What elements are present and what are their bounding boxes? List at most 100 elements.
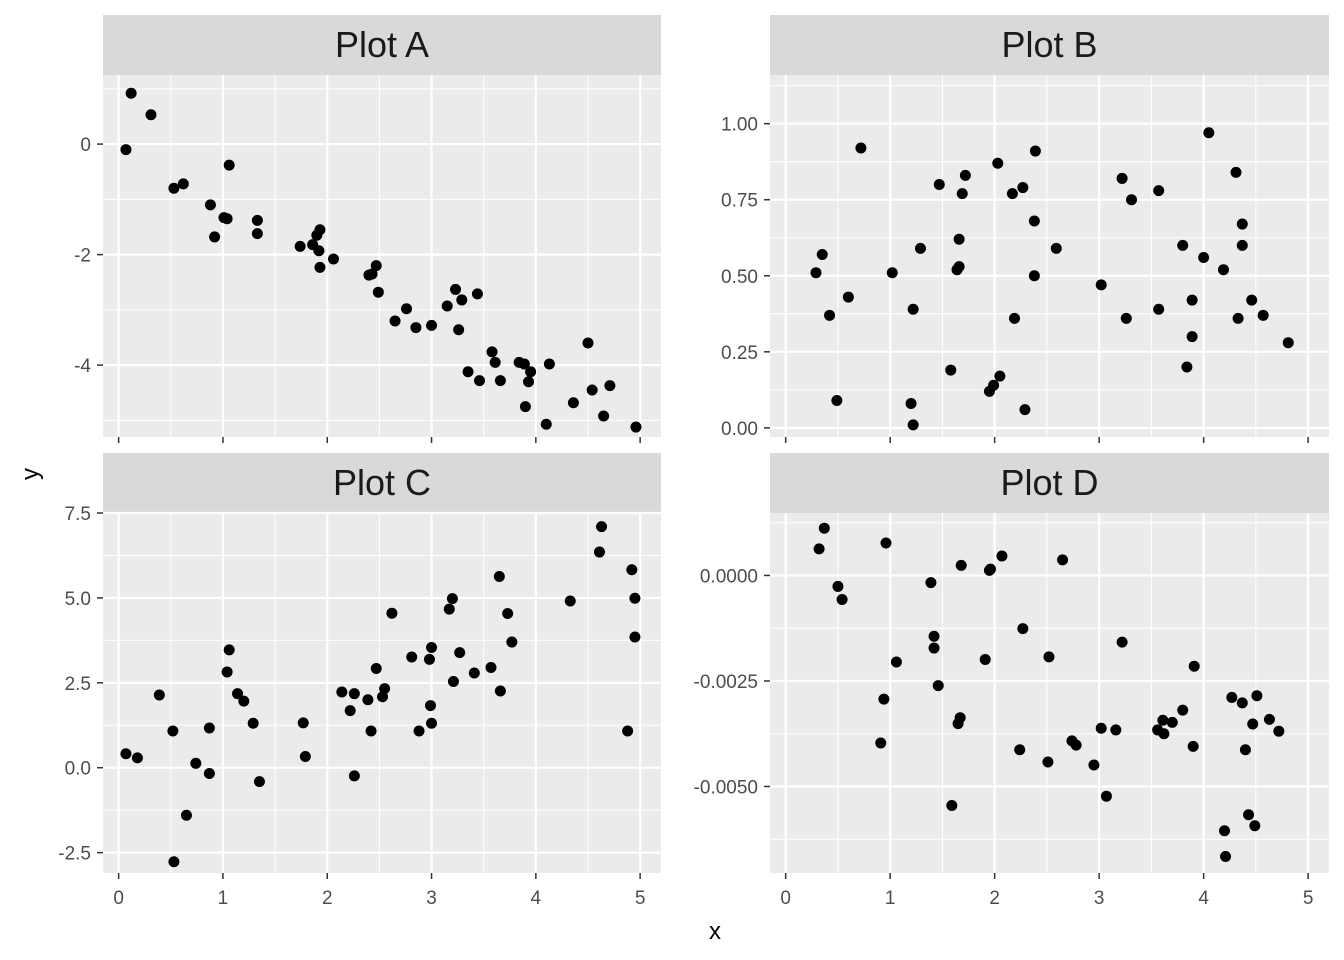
panel-b-data-point	[1257, 309, 1269, 321]
panel-b-data-point	[1153, 303, 1165, 315]
panel-d-data-point	[954, 712, 966, 724]
panel-d-data-point	[1236, 697, 1248, 709]
panel-d-data-point	[836, 594, 848, 606]
panel-c-data-point	[362, 694, 374, 706]
panel-a-data-point	[120, 144, 132, 156]
panel-c-y-tick-label: 7.5	[65, 504, 91, 525]
panel-d-data-point	[1043, 651, 1055, 663]
panel-c-strip	[103, 453, 661, 513]
panel-a-data-point	[223, 159, 235, 171]
panel-d-title: Plot D	[1000, 462, 1098, 503]
panel-a-data-point	[543, 358, 555, 370]
panel-d-data-point	[1014, 744, 1026, 756]
panel-b-data-point	[855, 142, 867, 154]
panel-d-data-point	[1251, 690, 1263, 702]
panel-c-data-point	[502, 608, 514, 620]
panel-d-data-point	[890, 656, 902, 668]
panel-a-y-tick-label: -4	[74, 356, 91, 377]
panel-b-background	[770, 75, 1329, 437]
panel-d-data-point	[832, 580, 844, 592]
panel-b-data-point	[816, 248, 828, 260]
panel-a-data-point	[426, 319, 438, 331]
panel-b-data-point	[1181, 361, 1193, 373]
panel-d-data-point	[925, 577, 937, 589]
panel-b-data-point	[824, 309, 836, 321]
panel-d-x-tick-label: 5	[1303, 888, 1314, 909]
panel-d-y-tick-label: -0.0025	[694, 672, 758, 693]
panel-d-data-point	[984, 563, 996, 575]
panel-a-data-point	[389, 315, 401, 327]
panel-d-data-point	[1157, 714, 1169, 726]
panel-c-data-point	[203, 722, 215, 734]
panel-a-data-point	[586, 384, 598, 396]
panel-d-data-point	[1110, 724, 1122, 736]
panel-b-data-point	[988, 379, 1000, 391]
panel-d-background	[770, 513, 1329, 873]
panel-c-data-point	[336, 686, 348, 698]
panel-b-y-tick-label: 0.50	[721, 267, 758, 288]
panel-a-data-point	[486, 346, 498, 358]
panel-b-data-point	[1126, 194, 1138, 206]
panel-d-data-point	[979, 653, 991, 665]
panel-d-data-point	[1249, 820, 1261, 832]
panel-d-x-tick-label: 2	[989, 888, 1000, 909]
panel-c-data-point	[468, 667, 480, 679]
panel-d-data-point	[996, 550, 1008, 562]
panel-c-data-point	[223, 644, 235, 656]
panel-d-y-tick-label: -0.0050	[694, 777, 758, 798]
panel-b-data-point	[810, 267, 822, 279]
panel-a-data-point	[453, 324, 465, 336]
panel-d-data-point	[928, 630, 940, 642]
panel-d-data-point	[1116, 636, 1128, 648]
panel-a-data-point	[462, 366, 474, 378]
panel-d-data-point	[1070, 739, 1082, 751]
panel-a-data-point	[450, 283, 462, 295]
panel-a-data-point	[372, 286, 384, 298]
panel-b-data-point	[1236, 239, 1248, 251]
panel-c-data-point	[443, 603, 455, 615]
panel-d-x-tick-label: 0	[780, 888, 791, 909]
panel-b-data-point	[1177, 239, 1189, 251]
panel-a-y-tick-label: 0	[80, 135, 91, 156]
panel-b-data-point	[1232, 312, 1244, 324]
panel-b-data-point	[831, 394, 843, 406]
panel-c-data-point	[344, 705, 356, 717]
panel-d-data-point	[946, 799, 958, 811]
panel-c-data-point	[238, 695, 250, 707]
panel-a-y-tick-label: -2	[74, 246, 91, 267]
panel-c-data-point	[365, 725, 377, 737]
panel-d-data-point	[1042, 756, 1054, 768]
panel-c-data-point	[299, 751, 311, 763]
panel-d-data-point	[1095, 722, 1107, 734]
panel-a-data-point	[328, 253, 340, 265]
panel-a-data-point	[456, 294, 468, 306]
panel-d-data-point	[928, 642, 940, 654]
panel-a-data-point	[494, 375, 506, 387]
panel-a: Plot A -4 -2 0	[74, 15, 661, 443]
panel-d-data-point	[1017, 623, 1029, 635]
panel-c-x-tick-label: 1	[218, 888, 229, 909]
panel-d-strip	[770, 453, 1329, 513]
panel-c-data-point	[426, 641, 438, 653]
panel-b-data-point	[1050, 242, 1062, 254]
panel-b-data-point	[1028, 270, 1040, 282]
panel-a-data-point	[251, 214, 263, 226]
panel-d-data-point	[1100, 790, 1112, 802]
panel-d-data-point	[878, 693, 890, 705]
panel-c-y-tick-label: -2.5	[58, 844, 91, 865]
panel-c-data-point	[622, 725, 634, 737]
panel-b-data-point	[1203, 127, 1215, 139]
panel-a-data-point	[518, 358, 530, 370]
panel-a-data-point	[145, 109, 157, 121]
panel-c-data-point	[506, 636, 518, 648]
panel-a-data-point	[471, 288, 483, 300]
panel-c-data-point	[447, 675, 459, 687]
panel-c-data-point	[180, 809, 192, 821]
y-axis-title: y	[17, 468, 44, 480]
panel-b-strip	[770, 15, 1329, 75]
panel-c-data-point	[629, 631, 641, 643]
panel-c-data-point	[494, 685, 506, 697]
panel-c-data-point	[626, 564, 638, 576]
